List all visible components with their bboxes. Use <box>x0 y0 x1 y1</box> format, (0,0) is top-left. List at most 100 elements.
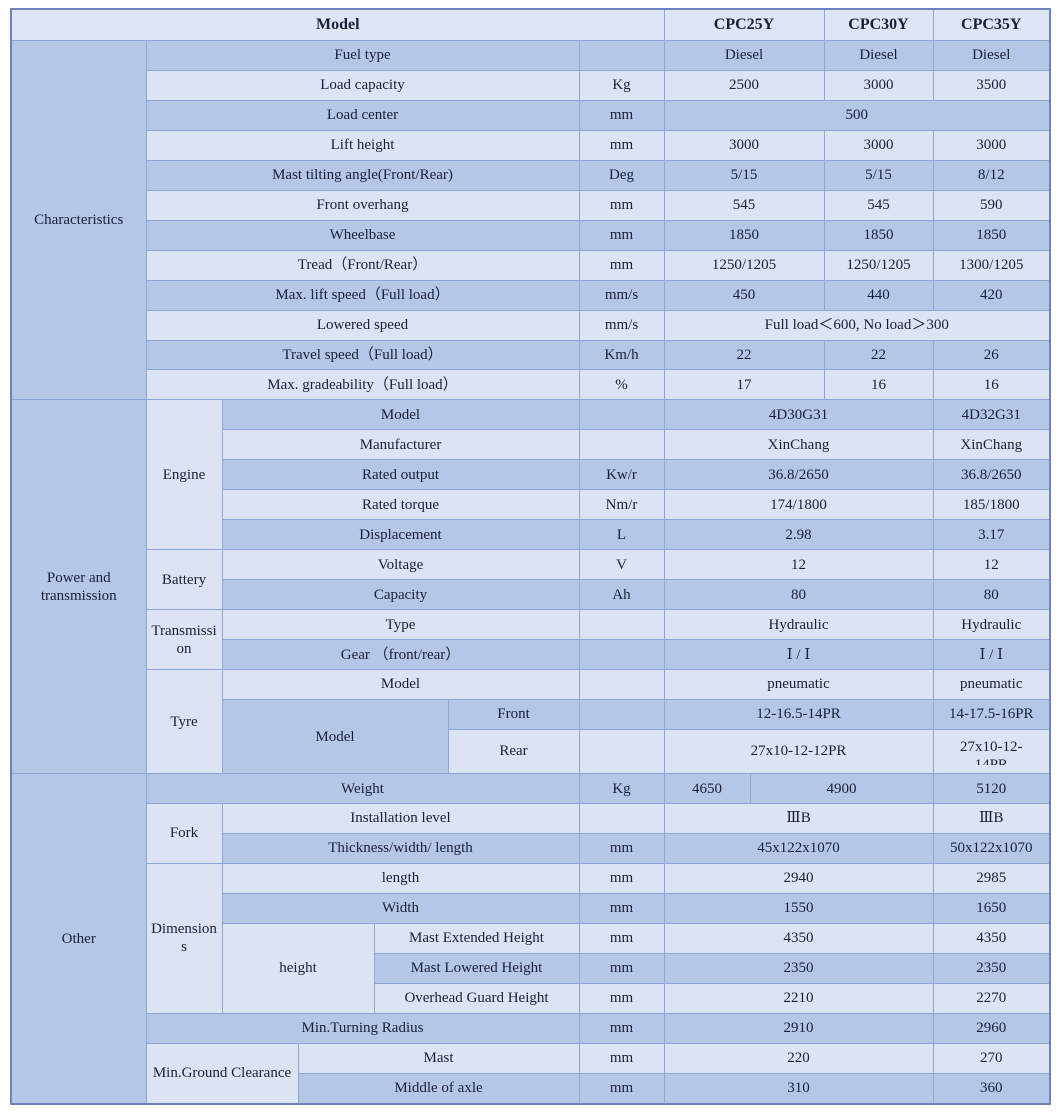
max-gradeability-v2: 16 <box>823 369 934 401</box>
front-overhang-v3: 590 <box>932 189 1051 221</box>
tyre-model-unit <box>578 669 665 700</box>
wheelbase-label: Wheelbase <box>145 219 580 251</box>
installation-level-v25-30: ⅢB <box>663 803 934 834</box>
rated-torque-unit: Nm/r <box>578 489 665 521</box>
lowered-speed-value: Full load＜600, No load＞300 <box>663 309 1051 341</box>
rated-torque-v35: 185/1800 <box>932 489 1051 521</box>
ground-mast-label: Mast <box>297 1042 580 1074</box>
rated-torque-label: Rated torque <box>221 489 580 521</box>
max-lift-speed-v3: 420 <box>932 279 1051 311</box>
mast-tilting-unit: Deg <box>578 159 665 191</box>
mast-extended-unit: mm <box>578 922 665 954</box>
transmission-type-label: Type <box>221 609 580 641</box>
installation-level-v35: ⅢB <box>932 803 1051 834</box>
row-ground-clearance-mast: Min.Ground Clearance Mast mm 220 270 <box>11 1042 1051 1105</box>
row-tread: Tread（Front/Rear） mm 1250/1205 1250/1205… <box>11 249 1051 281</box>
max-gradeability-unit: % <box>578 369 665 401</box>
row-rated-output: Rated output Kw/r 36.8/2650 36.8/2650 <box>11 459 1051 491</box>
width-unit: mm <box>578 892 665 924</box>
load-center-unit: mm <box>578 99 665 131</box>
ground-axle-label: Middle of axle <box>297 1072 580 1105</box>
capacity-label: Capacity <box>221 579 580 611</box>
ground-axle-unit: mm <box>578 1072 665 1105</box>
fuel-type-v1: Diesel <box>663 40 825 71</box>
row-lift-height: Lift height mm 3000 3000 3000 <box>11 129 1051 161</box>
tread-v1: 1250/1205 <box>663 249 825 281</box>
subsection-battery: Battery <box>145 549 223 611</box>
length-v25-30: 2940 <box>663 862 934 894</box>
row-transmission-type: Transmission Type Hydraulic Hydraulic <box>11 609 1051 671</box>
front-overhang-v1: 545 <box>663 189 825 221</box>
gear-label: Gear （front/rear） <box>221 639 580 671</box>
row-tyre-rear: Rear 27x10-12-12PR 27x10-12-14PR <box>11 728 1051 775</box>
fork-thickness-label: Thickness/width/ length <box>221 832 580 864</box>
engine-model-unit <box>578 399 665 431</box>
subsection-height: height <box>221 922 375 1014</box>
section-other: Other <box>10 773 147 1105</box>
manufacturer-v25-30: XinChang <box>663 429 934 461</box>
tyre-front-unit <box>578 698 665 730</box>
row-wheelbase: Wheelbase mm 1850 1850 1850 <box>11 219 1051 251</box>
lift-height-unit: mm <box>578 129 665 161</box>
fuel-type-v3: Diesel <box>932 40 1051 71</box>
row-max-gradeability: Max. gradeability（Full load） % 17 16 16 <box>11 369 1051 401</box>
lift-height-v2: 3000 <box>823 129 934 161</box>
travel-speed-label: Travel speed（Full load） <box>145 339 580 371</box>
tyre-model-label: Model <box>221 669 580 700</box>
max-lift-speed-label: Max. lift speed（Full load） <box>145 279 580 311</box>
transmission-type-unit <box>578 609 665 641</box>
lift-height-v3: 3000 <box>932 129 1051 161</box>
wheelbase-unit: mm <box>578 219 665 251</box>
spec-table-wrapper: Model CPC25Y CPC30Y CPC35Y Characteristi… <box>10 8 1051 1105</box>
forklift-spec-table: Model CPC25Y CPC30Y CPC35Y Characteristi… <box>10 8 1051 1105</box>
row-tyre-front: Model Front 12-16.5-14PR 14-17.5-16PR <box>11 698 1051 775</box>
capacity-v25-30: 80 <box>663 579 934 611</box>
fork-thickness-unit: mm <box>578 832 665 864</box>
rated-torque-v25-30: 174/1800 <box>663 489 934 521</box>
overhead-guard-v35: 2270 <box>932 982 1051 1014</box>
installation-level-unit <box>578 803 665 834</box>
row-length: Dimensions length mm 2940 2985 <box>11 862 1051 1014</box>
subsection-tyre: Tyre <box>145 669 223 775</box>
fork-thickness-v35: 50x122x1070 <box>932 832 1051 864</box>
subsection-dimensions: Dimensions <box>145 862 223 1014</box>
lift-height-v1: 3000 <box>663 129 825 161</box>
ground-mast-v35: 270 <box>932 1042 1051 1074</box>
capacity-v35: 80 <box>932 579 1051 611</box>
rated-output-v35: 36.8/2650 <box>932 459 1051 491</box>
overhead-guard-unit: mm <box>578 982 665 1014</box>
manufacturer-label: Manufacturer <box>221 429 580 461</box>
width-v25-30: 1550 <box>663 892 934 924</box>
tread-unit: mm <box>578 249 665 281</box>
row-ground-clearance-axle: Middle of axle mm 310 360 <box>11 1072 1051 1105</box>
mast-lowered-v25-30: 2350 <box>663 952 934 984</box>
travel-speed-v1: 22 <box>663 339 825 371</box>
overhead-guard-v25-30: 2210 <box>663 982 934 1014</box>
max-lift-speed-unit: mm/s <box>578 279 665 311</box>
weight-v35: 5120 <box>932 773 1051 805</box>
front-overhang-unit: mm <box>578 189 665 221</box>
row-capacity: Capacity Ah 80 80 <box>11 579 1051 611</box>
ground-mast-unit: mm <box>578 1042 665 1074</box>
load-center-value: 500 <box>663 99 1051 131</box>
tread-label: Tread（Front/Rear） <box>145 249 580 281</box>
row-width: Width mm 1550 1650 <box>11 892 1051 924</box>
travel-speed-v3: 26 <box>932 339 1051 371</box>
travel-speed-unit: Km/h <box>578 339 665 371</box>
load-capacity-unit: Kg <box>578 69 665 101</box>
displacement-label: Displacement <box>221 519 580 551</box>
load-capacity-v3: 3500 <box>932 69 1051 101</box>
engine-model-label: Model <box>221 399 580 431</box>
section-characteristics: Characteristics <box>10 39 147 401</box>
installation-level-label: Installation level <box>221 803 580 834</box>
width-v35: 1650 <box>932 892 1051 924</box>
width-label: Width <box>221 892 580 924</box>
mast-tilting-v3: 8/12 <box>932 159 1051 191</box>
mast-tilting-label: Mast tilting angle(Front/Rear) <box>145 159 580 191</box>
manufacturer-v35: XinChang <box>932 429 1051 461</box>
row-fuel-type: Characteristics Fuel type Diesel Diesel … <box>10 39 1051 401</box>
row-travel-speed: Travel speed（Full load） Km/h 22 22 26 <box>11 339 1051 371</box>
transmission-type-v35: Hydraulic <box>932 609 1051 641</box>
rated-output-unit: Kw/r <box>578 459 665 491</box>
tyre-rear-v35: 27x10-12-14PR <box>932 728 1051 775</box>
